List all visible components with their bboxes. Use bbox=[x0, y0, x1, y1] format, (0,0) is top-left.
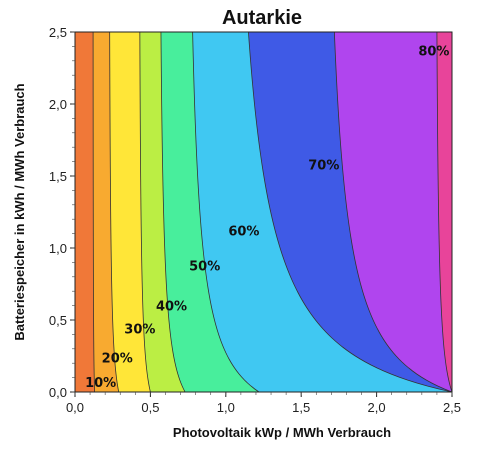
contour-label: 70% bbox=[308, 158, 339, 173]
x-tick-label: 1,0 bbox=[217, 400, 235, 415]
contour-line-80pct bbox=[436, 31, 453, 393]
contour-label: 80% bbox=[418, 45, 449, 60]
contour-label: 30% bbox=[124, 323, 155, 338]
y-tick-label: 0,0 bbox=[49, 385, 67, 400]
y-tick-label: 1,5 bbox=[49, 169, 67, 184]
axis-ticks: 0,0 0,5 1,0 1,5 2,0 2,5 0,0 0,5 1,0 1,5 2,0 2,5 bbox=[49, 25, 461, 415]
contour-label: 40% bbox=[156, 300, 187, 315]
contour-line-30pct bbox=[139, 31, 151, 393]
contour-line-50pct bbox=[192, 31, 260, 393]
y-axis-title: Batteriespeicher in kWh / MWh Verbrauch bbox=[12, 83, 27, 340]
contour-band-10pct bbox=[75, 32, 95, 392]
x-tick-label: 2,0 bbox=[368, 400, 386, 415]
contour-label: 10% bbox=[85, 376, 116, 391]
chart-title: Autarkie bbox=[222, 7, 302, 29]
contour-lines bbox=[92, 31, 453, 393]
contour-line-70pct bbox=[333, 31, 453, 393]
x-tick-label: 2,5 bbox=[443, 400, 461, 415]
plot-frame bbox=[74, 31, 453, 393]
contour-line-20pct bbox=[109, 31, 120, 393]
x-tick-label: 0,0 bbox=[66, 400, 84, 415]
y-tick-label: 0,5 bbox=[49, 313, 67, 328]
y-tick-label: 2,5 bbox=[49, 25, 67, 40]
y-tick-label: 1,0 bbox=[49, 241, 67, 256]
contour-labels: 10% 20% 30%40% 50% 60% 70% 80% bbox=[85, 45, 449, 391]
contour-label: 60% bbox=[228, 225, 259, 240]
contour-bands bbox=[75, 32, 452, 392]
contour-line-40pct bbox=[160, 31, 186, 393]
contour-label: 20% bbox=[102, 351, 133, 366]
contour-label: 50% bbox=[189, 259, 220, 274]
contour-line-60pct bbox=[248, 31, 453, 393]
x-tick-label: 0,5 bbox=[141, 400, 159, 415]
y-tick-label: 2,0 bbox=[49, 97, 67, 112]
x-axis-title: Photovoltaik kWp / MWh Verbrauch bbox=[173, 425, 391, 440]
contour-line-10pct bbox=[92, 32, 95, 393]
x-tick-label: 1,5 bbox=[292, 400, 310, 415]
